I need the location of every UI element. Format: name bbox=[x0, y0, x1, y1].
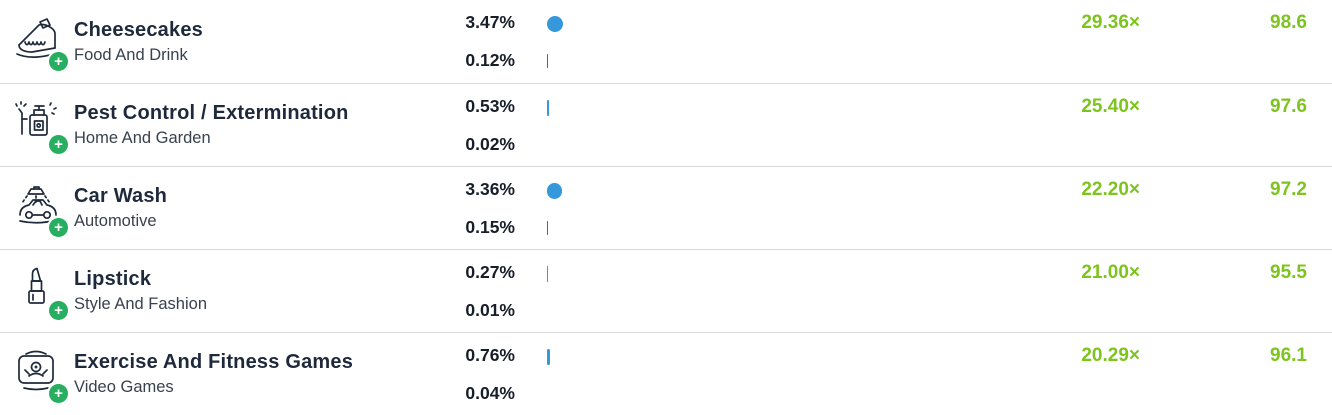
category-parent: Video Games bbox=[74, 378, 174, 396]
baseline-bar bbox=[547, 221, 549, 235]
audience-percent: 0.27% bbox=[465, 262, 515, 282]
audience-bar bbox=[547, 16, 563, 32]
audience-bar bbox=[547, 100, 550, 116]
affinity-score: 96.1 bbox=[1270, 345, 1307, 366]
baseline-bar bbox=[547, 54, 549, 68]
affinity-score: 95.5 bbox=[1270, 262, 1307, 283]
category-labels: Car Wash Automotive bbox=[74, 183, 167, 233]
baseline-percent: 0.12% bbox=[465, 50, 515, 70]
car-wash-icon bbox=[19, 186, 57, 224]
category-labels: Cheesecakes Food And Drink bbox=[74, 17, 203, 67]
add-category-badge[interactable]: + bbox=[49, 384, 68, 403]
table-row[interactable]: + Exercise And Fitness Games Video Games… bbox=[0, 332, 1332, 415]
add-category-badge[interactable]: + bbox=[49, 135, 68, 154]
category-parent: Style And Fashion bbox=[74, 295, 207, 313]
pest-control-sprayer-icon bbox=[15, 101, 57, 136]
baseline-percent: 0.04% bbox=[465, 383, 515, 403]
audience-percent: 0.76% bbox=[465, 345, 515, 365]
table-row[interactable]: + Pest Control / Extermination Home And … bbox=[0, 83, 1332, 166]
baseline-percent: 0.15% bbox=[465, 217, 515, 237]
audience-percent: 3.47% bbox=[465, 12, 515, 32]
category-title: Cheesecakes bbox=[74, 18, 203, 41]
affinity-score: 98.6 bbox=[1270, 12, 1307, 33]
affinity-score: 97.2 bbox=[1270, 179, 1307, 200]
audience-bar bbox=[547, 183, 563, 199]
baseline-percent: 0.02% bbox=[465, 134, 515, 154]
category-parent: Home And Garden bbox=[74, 129, 211, 147]
affinity-multiplier: 25.40× bbox=[1081, 96, 1140, 117]
table-row[interactable]: + Lipstick Style And Fashion 0.27% 0.01%… bbox=[0, 249, 1332, 332]
category-parent: Automotive bbox=[74, 212, 157, 230]
affinity-multiplier: 29.36× bbox=[1081, 12, 1140, 33]
category-icon-wrap: + bbox=[14, 264, 68, 320]
baseline-percent: 0.01% bbox=[465, 300, 515, 320]
category-labels: Exercise And Fitness Games Video Games bbox=[74, 349, 353, 399]
category-icon-wrap: + bbox=[14, 347, 68, 403]
category-labels: Lipstick Style And Fashion bbox=[74, 266, 207, 316]
category-title: Car Wash bbox=[74, 185, 168, 207]
add-category-badge[interactable]: + bbox=[49, 218, 68, 237]
category-title: Pest Control / Extermination bbox=[74, 102, 349, 124]
audience-bar bbox=[547, 349, 551, 365]
category-icon-wrap: + bbox=[14, 15, 68, 71]
category-labels: Pest Control / Extermination Home And Ga… bbox=[74, 100, 349, 150]
affinity-multiplier: 22.20× bbox=[1081, 179, 1140, 200]
audience-bar bbox=[547, 266, 549, 282]
category-icon-wrap: + bbox=[14, 181, 68, 237]
affinity-multiplier: 20.29× bbox=[1081, 345, 1140, 366]
table-row[interactable]: + Cheesecakes Food And Drink 3.47% 0.12%… bbox=[0, 0, 1332, 83]
affinity-multiplier: 21.00× bbox=[1081, 262, 1140, 283]
affinity-score: 97.6 bbox=[1270, 96, 1307, 117]
add-category-badge[interactable]: + bbox=[49, 51, 68, 71]
category-title: Exercise And Fitness Games bbox=[74, 351, 354, 373]
exercise-fitness-games-icon bbox=[18, 350, 54, 391]
table-row[interactable]: + Car Wash Automotive 3.36% 0.15% 22.20×… bbox=[0, 166, 1332, 249]
audience-percent: 3.36% bbox=[465, 179, 515, 199]
audience-percent: 0.53% bbox=[465, 96, 515, 116]
category-icon-wrap: + bbox=[14, 98, 68, 154]
category-parent: Food And Drink bbox=[74, 45, 188, 64]
category-title: Lipstick bbox=[74, 268, 152, 290]
cheesecake-icon bbox=[16, 17, 60, 58]
lipstick-icon bbox=[28, 267, 45, 304]
add-category-badge[interactable]: + bbox=[49, 301, 68, 320]
